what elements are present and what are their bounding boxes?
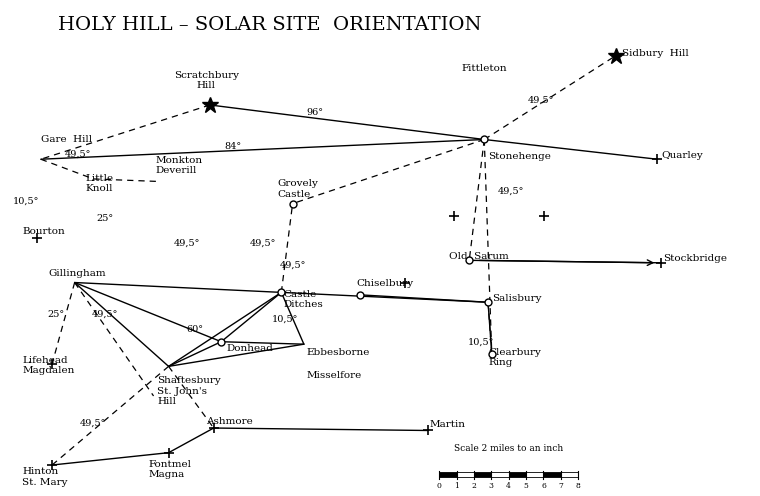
Text: 8: 8 xyxy=(576,482,581,490)
Text: Lifehead
Magdalen: Lifehead Magdalen xyxy=(22,356,74,375)
Text: 49,5°: 49,5° xyxy=(81,419,106,428)
Text: 5: 5 xyxy=(524,482,528,490)
Bar xyxy=(526,472,543,477)
Text: Gare  Hill: Gare Hill xyxy=(41,135,92,144)
Text: 25°: 25° xyxy=(47,310,65,319)
Text: 6: 6 xyxy=(541,482,546,490)
Text: 96°: 96° xyxy=(306,108,324,117)
Text: 49,5°: 49,5° xyxy=(249,239,276,248)
Text: 49,5°: 49,5° xyxy=(174,239,201,248)
Bar xyxy=(508,472,526,477)
Text: 60°: 60° xyxy=(186,325,204,334)
Text: Fittleton: Fittleton xyxy=(462,64,508,73)
Bar xyxy=(491,472,508,477)
Bar xyxy=(474,472,491,477)
Text: 49,5°: 49,5° xyxy=(280,261,306,270)
Text: Castle
Ditches: Castle Ditches xyxy=(283,290,323,310)
Text: Misselfore: Misselfore xyxy=(306,371,362,380)
Text: Scale 2 miles to an inch: Scale 2 miles to an inch xyxy=(454,444,563,453)
Text: Donhead: Donhead xyxy=(226,344,274,353)
Text: 25°: 25° xyxy=(96,214,113,223)
Text: 10,5°: 10,5° xyxy=(467,337,494,346)
Text: Bourton: Bourton xyxy=(22,227,65,236)
Text: 1: 1 xyxy=(454,482,459,490)
Text: 7: 7 xyxy=(559,482,563,490)
Text: 49,5°: 49,5° xyxy=(497,187,524,196)
Text: Fontmel
Magna: Fontmel Magna xyxy=(148,460,192,480)
Text: Salisbury: Salisbury xyxy=(492,294,541,303)
Text: Chiselbury: Chiselbury xyxy=(356,279,413,289)
Text: Stonehenge: Stonehenge xyxy=(488,152,551,161)
Text: Stockbridge: Stockbridge xyxy=(663,254,727,263)
Text: Little
Knoll: Little Knoll xyxy=(86,174,114,193)
Text: Monkton
Deverill: Monkton Deverill xyxy=(156,156,203,175)
Text: 10,5°: 10,5° xyxy=(272,315,298,324)
Bar xyxy=(561,472,578,477)
Text: Shaftesbury
St. John's
Hill: Shaftesbury St. John's Hill xyxy=(157,376,221,406)
Bar xyxy=(457,472,474,477)
Text: Old  Sarum: Old Sarum xyxy=(449,252,508,261)
Text: Ebbesborne: Ebbesborne xyxy=(306,348,369,357)
Bar xyxy=(439,472,457,477)
Text: Ashmore: Ashmore xyxy=(206,417,253,426)
Text: 2: 2 xyxy=(471,482,477,490)
Text: Clearbury
Ring: Clearbury Ring xyxy=(488,348,541,367)
Text: 3: 3 xyxy=(489,482,494,490)
Text: Martin: Martin xyxy=(429,420,465,429)
Text: Sidbury  Hill: Sidbury Hill xyxy=(622,49,689,58)
Text: Quarley: Quarley xyxy=(661,151,703,160)
Text: Scratchbury
Hill: Scratchbury Hill xyxy=(174,71,239,90)
Text: 4: 4 xyxy=(506,482,511,490)
Text: 0: 0 xyxy=(437,482,442,490)
Text: 49,5°: 49,5° xyxy=(65,150,92,159)
Text: 10,5°: 10,5° xyxy=(13,196,39,206)
Text: HOLY HILL – SOLAR SITE  ORIENTATION: HOLY HILL – SOLAR SITE ORIENTATION xyxy=(59,16,482,34)
Bar xyxy=(543,472,561,477)
Text: 84°: 84° xyxy=(224,142,241,151)
Text: Gillingham: Gillingham xyxy=(49,269,106,278)
Text: Hinton
St. Mary: Hinton St. Mary xyxy=(22,468,68,487)
Text: Grovely
Castle: Grovely Castle xyxy=(277,179,318,199)
Text: 49,5°: 49,5° xyxy=(527,96,554,105)
Text: 49,5°: 49,5° xyxy=(91,310,118,319)
